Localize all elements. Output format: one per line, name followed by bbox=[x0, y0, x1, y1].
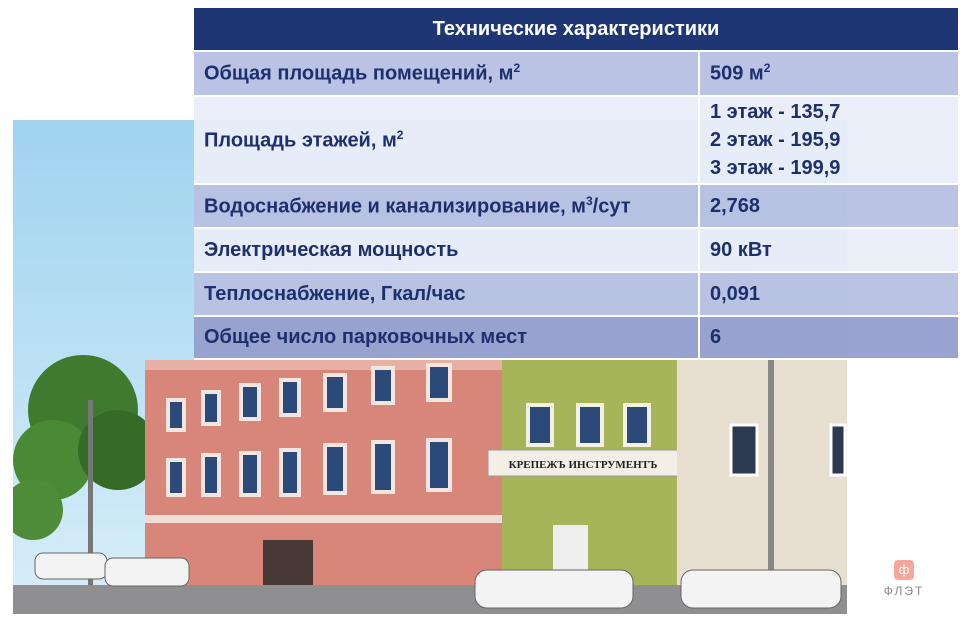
logo-icon: ф bbox=[894, 560, 914, 580]
shop-sign: КРЕПЕЖЪ ИНСТРУМЕНТЪ bbox=[509, 459, 658, 471]
logo-text: ФЛЭТ bbox=[883, 584, 925, 598]
table-row: Общая площадь помещений, м2 509 м2 bbox=[194, 51, 958, 97]
row-value: 6 bbox=[699, 316, 958, 360]
row-value: 90 кВт bbox=[699, 228, 958, 273]
table-row: Теплоснабжение, Гкал/час 0,091 bbox=[194, 272, 958, 317]
row-value: 2,768 bbox=[699, 184, 958, 229]
table-row: Водоснабжение и канализирование, м3/сут … bbox=[194, 184, 958, 229]
floor-value: 1 этаж - 135,7 bbox=[710, 101, 841, 123]
floor-value: 3 этаж - 199,9 bbox=[710, 157, 841, 179]
row-label: Водоснабжение и канализирование, м bbox=[204, 195, 586, 218]
table-row: Площадь этажей, м2 1 этаж - 135,7 2 этаж… bbox=[194, 96, 958, 185]
row-value: 0,091 bbox=[699, 272, 958, 317]
row-label: Общая площадь помещений, м bbox=[204, 62, 514, 85]
table-row: Электрическая мощность 90 кВт bbox=[194, 228, 958, 273]
flat-logo: ф ФЛЭТ bbox=[878, 560, 930, 598]
floor-value: 2 этаж - 195,9 bbox=[710, 129, 841, 151]
row-label: Площадь этажей, м bbox=[204, 129, 397, 152]
cars bbox=[34, 552, 842, 609]
table-row: Общее число парковочных мест 6 bbox=[194, 316, 958, 360]
beige-building bbox=[677, 360, 847, 590]
tree bbox=[13, 355, 158, 540]
table-title: Технические характеристики bbox=[194, 8, 958, 52]
row-label: Общее число парковочных мест bbox=[194, 316, 700, 360]
row-label: Теплоснабжение, Гкал/час bbox=[194, 272, 700, 317]
row-label: Электрическая мощность bbox=[194, 228, 700, 273]
specs-table: Технические характеристики Общая площадь… bbox=[194, 8, 958, 360]
row-value: 509 м bbox=[710, 62, 764, 85]
